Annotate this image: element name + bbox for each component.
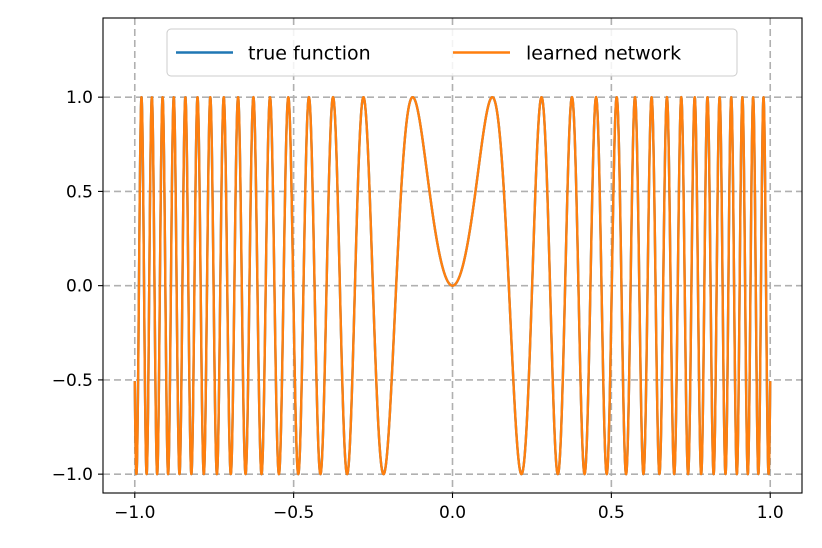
x-tick-label: 1.0 [757,503,784,523]
x-tick-label: 0.5 [598,503,625,523]
axis-ticks: −1.0 −0.5 0.0 0.5 1.0 −1.0 −0.5 0.0 0.5 1.0 [52,88,784,523]
legend: true function learned network [166,28,738,77]
x-tick-label: −1.0 [114,503,155,523]
plot-series [133,95,772,476]
y-tick-label: 1.0 [66,88,93,108]
legend-label: true function [248,43,371,65]
x-tick-label: −0.5 [273,503,314,523]
series-line-learned-network [133,95,772,476]
y-tick-label: 0.0 [66,277,93,297]
legend-box [166,28,738,77]
y-tick-label: 0.5 [66,182,93,202]
x-tick-label: 0.0 [439,503,466,523]
y-tick-label: −1.0 [52,465,93,485]
y-tick-label: −0.5 [52,371,93,391]
legend-label: learned network [526,43,681,65]
